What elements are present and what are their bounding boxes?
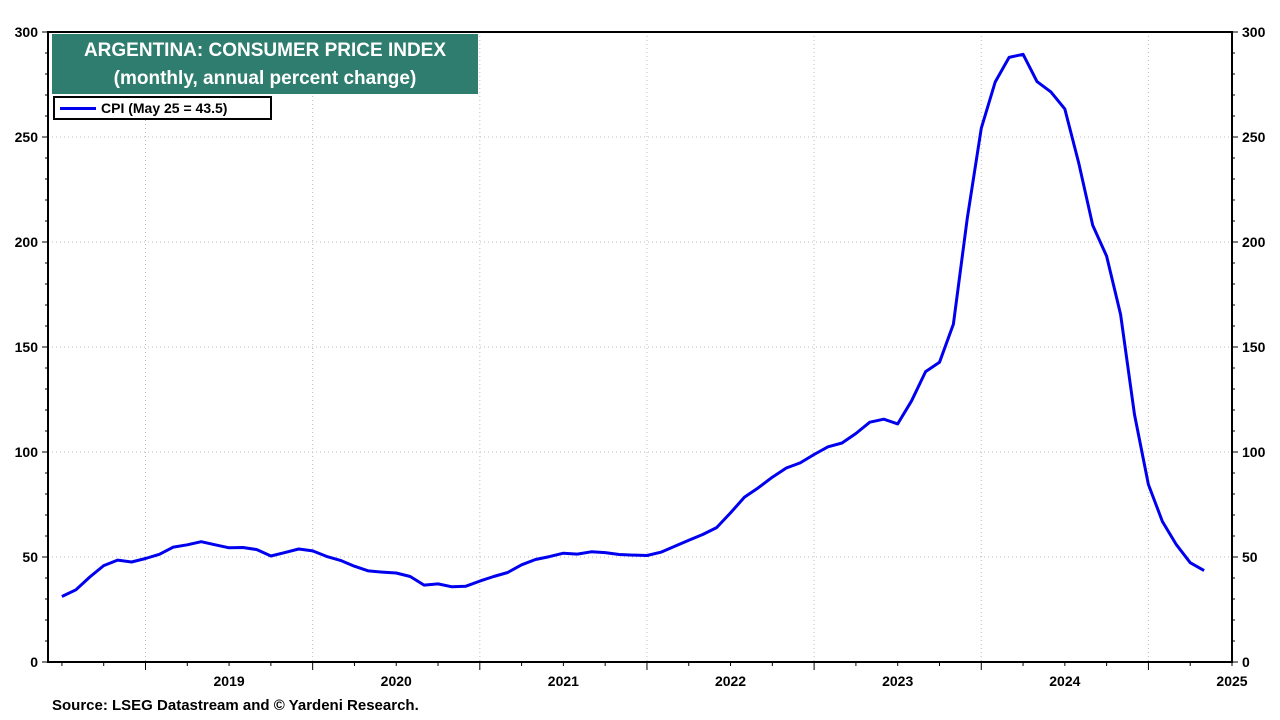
y-tick-label-left: 0 bbox=[30, 654, 38, 670]
y-tick-label-left: 50 bbox=[22, 549, 38, 565]
y-axis-left: 0 50 100 150 200 250 300 bbox=[15, 24, 39, 670]
y-tick-label-left: 150 bbox=[15, 339, 39, 355]
chart-title: ARGENTINA: CONSUMER PRICE INDEX bbox=[83, 40, 447, 61]
legend-label-cpi: CPI (May 25 = 43.5) bbox=[101, 100, 228, 116]
x-tick-label: 2020 bbox=[381, 673, 412, 689]
y-tick-label-right: 0 bbox=[1242, 654, 1250, 670]
y-tick-label-right: 300 bbox=[1242, 24, 1266, 40]
series-line-cpi bbox=[61, 52, 1205, 598]
grid-lines bbox=[48, 32, 1232, 662]
y-tick-label-left: 100 bbox=[15, 444, 39, 460]
axis-ticks bbox=[42, 31, 1238, 670]
y-tick-label-left: 300 bbox=[15, 24, 39, 40]
chart-subtitle: (monthly, annual percent change) bbox=[113, 68, 417, 89]
y-tick-label-right: 100 bbox=[1242, 444, 1266, 460]
y-tick-label-right: 200 bbox=[1242, 234, 1266, 250]
x-tick-label: 2025 bbox=[1216, 673, 1247, 689]
y-tick-label-right: 50 bbox=[1242, 549, 1258, 565]
y-tick-label-left: 200 bbox=[15, 234, 39, 250]
x-tick-label: 2021 bbox=[548, 673, 579, 689]
x-tick-label: 2019 bbox=[214, 673, 245, 689]
y-axis-right: 0 50 100 150 200 250 300 bbox=[1242, 24, 1266, 670]
x-tick-label: 2024 bbox=[1049, 673, 1080, 689]
y-tick-label-right: 250 bbox=[1242, 129, 1266, 145]
x-tick-label: 2023 bbox=[882, 673, 913, 689]
legend: CPI (May 25 = 43.5) bbox=[53, 96, 272, 120]
y-tick-label-left: 250 bbox=[15, 129, 39, 145]
legend-swatch-cpi bbox=[60, 107, 96, 110]
source-note: Source: LSEG Datastream and © Yardeni Re… bbox=[52, 697, 419, 714]
chart-title-box: ARGENTINA: CONSUMER PRICE INDEX (monthly… bbox=[52, 34, 478, 94]
x-tick-label: 2022 bbox=[715, 673, 746, 689]
x-axis: 2019 2020 2021 2022 2023 2024 2025 bbox=[214, 673, 1248, 689]
y-tick-label-right: 150 bbox=[1242, 339, 1266, 355]
